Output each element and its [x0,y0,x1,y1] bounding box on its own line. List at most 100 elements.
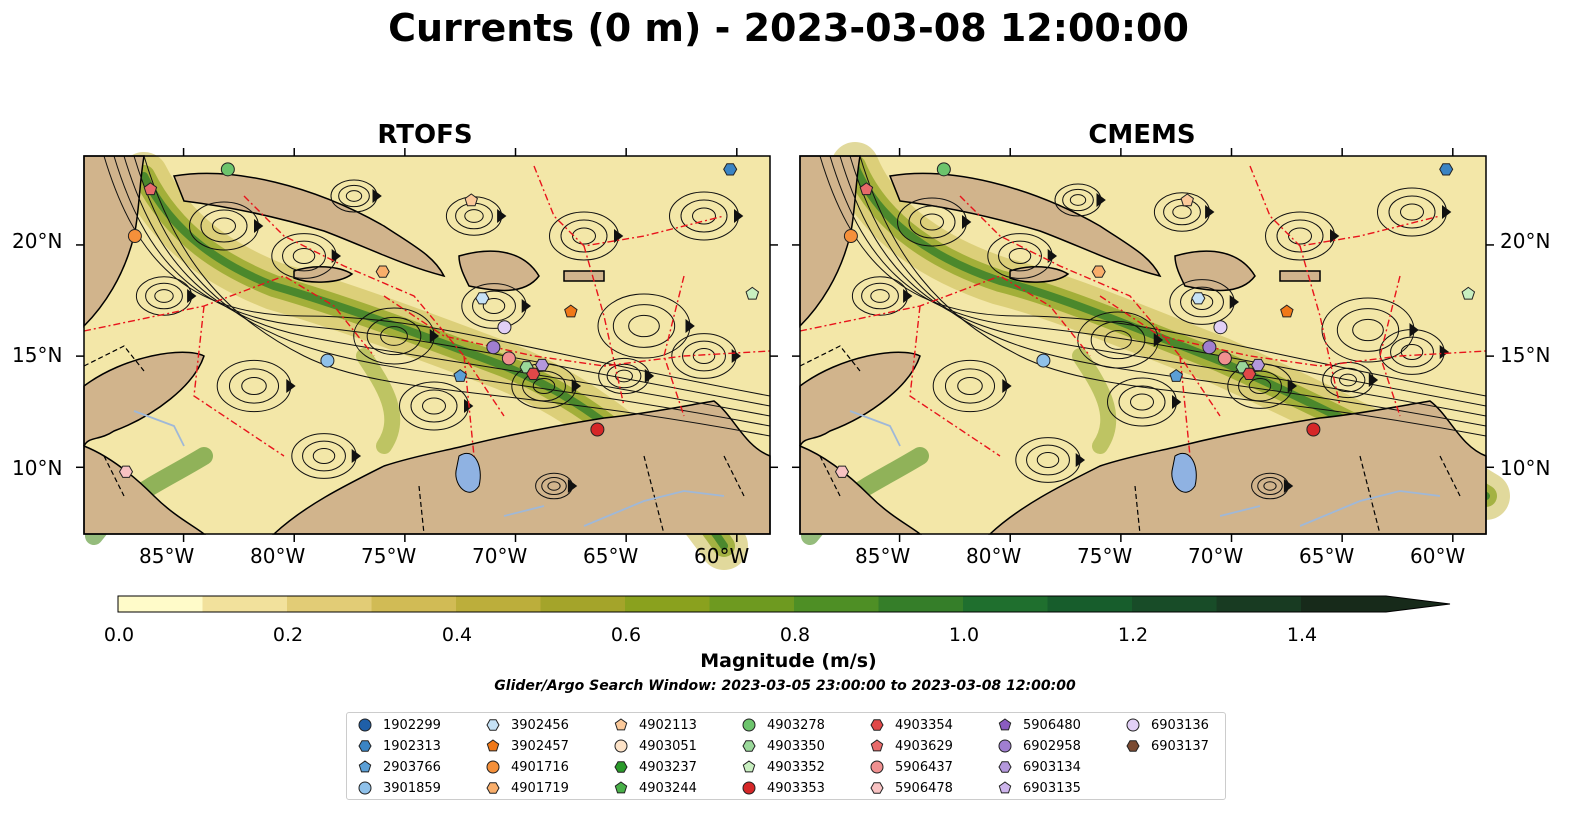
legend-item: 4903051 [613,738,697,754]
pentagon-marker-icon [998,781,1012,794]
legend-label: 4901716 [511,759,569,775]
legend-item: 4903350 [741,738,825,754]
legend-item: 6903136 [1125,717,1209,733]
legend-item: 5906480 [997,717,1081,733]
colorbar-tick: 1.0 [948,624,980,646]
float-marker-4901719 [375,265,390,278]
legend-label: 1902299 [383,717,441,733]
legend-item: 3902456 [485,717,569,733]
eez-boundaries [83,165,771,457]
float-marker-5906478 [118,465,134,478]
colorbar-tick: 0.0 [103,624,135,646]
float-marker-4902113 [1180,193,1194,207]
legend-label: 3902456 [511,717,569,733]
legend-item: 4903353 [741,780,825,796]
float-marker-3901859 [320,353,335,368]
legend-marker [1126,718,1140,732]
legend-label: 2903766 [383,759,441,775]
lon-tick: 65°W [583,544,639,568]
colorbar-bin [456,596,541,612]
colorbar-bin [878,596,964,612]
float-marker-1902313 [1439,163,1454,176]
legend-item: 4903629 [869,738,953,754]
float-marker-6902958 [486,340,501,355]
lon-tick: 80°W [250,544,306,568]
panel-title-rtofs: RTOFS [377,120,473,150]
legend-marker [614,781,628,794]
float-marker-5906478 [834,465,850,478]
legend-marker [614,718,628,731]
map-panel-cmems [792,142,1510,545]
legend-item: 6903137 [1125,738,1209,754]
legend-label: 4903353 [767,780,825,796]
float-marker-4903353 [590,422,605,437]
colorbar-extend-arrow [1301,596,1450,612]
legend-marker [998,761,1012,773]
hexagon-marker-icon [486,719,500,731]
hexagon-marker-icon [614,761,628,773]
float-marker-3902457 [564,304,578,318]
panel-title-cmems: CMEMS [1088,120,1196,150]
legend-label: 5906437 [895,759,953,775]
float-marker-2903766 [453,368,467,382]
legend-item: 5906478 [869,780,953,796]
colorbar-tick: 0.2 [272,624,304,646]
float-marker-4903278 [220,162,235,177]
legend-item: 5906437 [869,759,953,775]
legend-label: 5906478 [895,780,953,796]
rivers [133,410,725,527]
colorbar-tick: 0.6 [610,624,642,646]
legend-marker [870,719,884,731]
float-marker-4901716 [843,229,858,244]
legend-marker [870,760,884,774]
pentagon-marker-icon [358,760,372,773]
legend-item: 3902457 [485,738,569,754]
legend-label: 4903629 [895,738,953,754]
lon-tick: 60°W [694,544,750,568]
float-marker-3901859 [1036,353,1051,368]
circle-marker-icon [614,739,628,753]
legend-item: 1902313 [357,738,441,754]
legend-item: 4901716 [485,759,569,775]
streamlines [819,155,1487,500]
circle-marker-icon [742,718,756,732]
hexagon-marker-icon [486,782,500,794]
lon-tick: 85°W [139,544,195,568]
circle-marker-icon [742,781,756,795]
colorbar-tick: 1.2 [1117,624,1149,646]
lat-tick-left: 10°N [12,456,63,480]
lat-tick-right: 10°N [1500,456,1551,480]
legend-marker [358,781,372,795]
colorbar-bin [287,596,372,612]
circle-marker-icon [1126,718,1140,732]
colorbar-outline [117,595,1451,613]
float-marker-3902456 [1191,292,1206,305]
legend-label: 3902457 [511,738,569,754]
axis-ticks [792,148,1494,542]
country-borders [799,345,1461,535]
legend-item: 4903244 [613,780,697,796]
float-marker-5906437 [501,351,516,366]
legend-label: 6902958 [1023,738,1081,754]
float-marker-4903629 [143,182,158,196]
colorbar-bin [371,596,457,612]
float-marker-6902958 [1202,340,1217,355]
circle-marker-icon [358,781,372,795]
hexagon-marker-icon [870,719,884,731]
legend-marker [998,781,1012,794]
float-marker-6903134 [535,358,550,372]
colorbar-bin [1047,596,1133,612]
figure-title: Currents (0 m) - 2023-03-08 12:00:00 [388,6,1189,50]
float-marker-6903134 [1251,358,1266,372]
hexagon-marker-icon [742,740,756,752]
legend-item: 6903134 [997,759,1081,775]
float-marker-4902113 [464,193,478,207]
float-marker-4901719 [1091,265,1106,278]
legend-label: 5906480 [1023,717,1081,733]
legend-item: 6902958 [997,738,1081,754]
legend-item: 4903354 [869,717,953,733]
float-marker-3902457 [1280,304,1294,318]
float-marker-5906437 [1217,351,1232,366]
legend-label: 4903237 [639,759,697,775]
colorbar-bin [118,596,203,612]
